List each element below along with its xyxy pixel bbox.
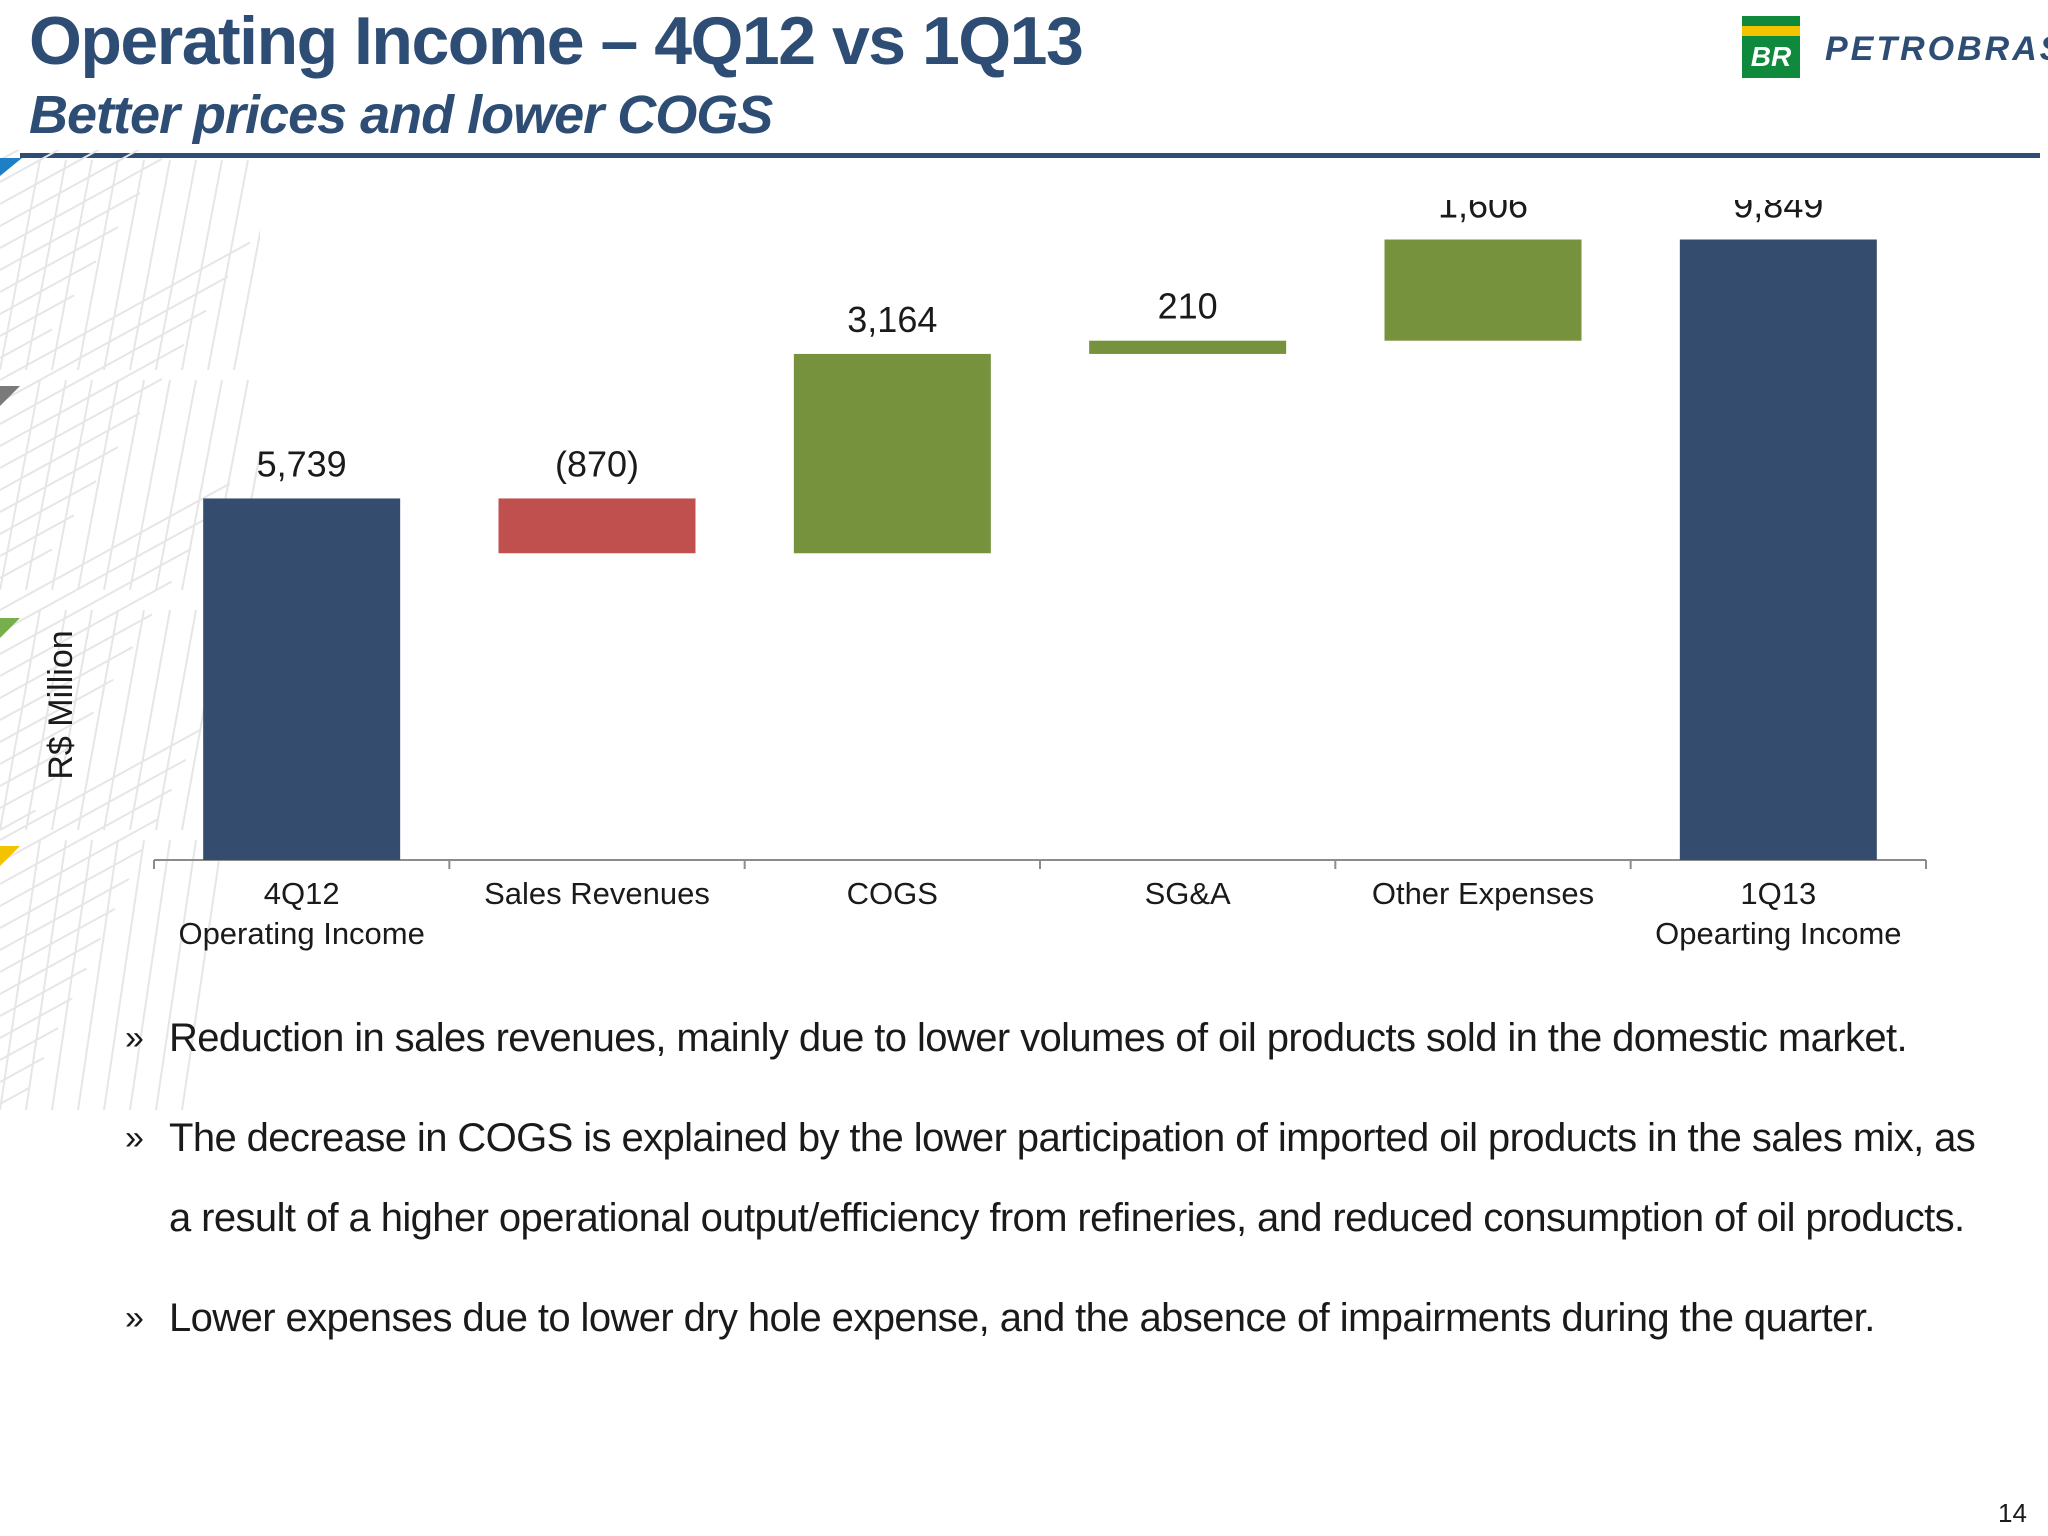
x-tick-label: Opearting Income [1655, 916, 1901, 951]
deco-triangle-blue [0, 158, 22, 176]
bar-decrease [498, 498, 696, 554]
bullet-text: The decrease in COGS is explained by the… [169, 1116, 1976, 1240]
bullet-list: » Reduction in sales revenues, mainly due… [125, 998, 1995, 1378]
data-label: (870) [555, 443, 639, 484]
bullet-item: » Reduction in sales revenues, mainly due… [125, 998, 1995, 1078]
y-axis-label: R$ Million [42, 630, 80, 779]
header-divider [20, 153, 2040, 158]
x-tick-label: Operating Income [178, 916, 424, 951]
bullet-marker: » [125, 1119, 144, 1157]
bullet-text: Lower expenses due to lower dry hole exp… [169, 1296, 1875, 1340]
x-tick-label: Other Expenses [1372, 876, 1594, 911]
bullet-item: » The decrease in COGS is explained by th… [125, 1098, 1995, 1258]
deco-triangle-green [0, 618, 20, 638]
deco-grid-lines [0, 150, 260, 1110]
bullet-text: Reduction in sales revenues, mainly due … [169, 1016, 1908, 1060]
x-tick-label: COGS [847, 876, 938, 911]
page-subtitle: Better prices and lower COGS [29, 85, 773, 145]
data-label: 210 [1158, 286, 1218, 327]
deco-triangle-yellow [0, 846, 20, 866]
bar-increase [1089, 340, 1287, 354]
data-label: 9,849 [1733, 200, 1823, 226]
bullet-marker: » [125, 1019, 144, 1057]
br-badge-icon: BR [1742, 16, 1800, 78]
bar-increase [793, 353, 991, 554]
br-badge-text: BR [1751, 41, 1792, 72]
waterfall-chart: R$ Million 5,739 4Q12 Operating Income (870… [42, 200, 1927, 951]
page-title: Operating Income – 4Q12 vs 1Q13 [29, 3, 1084, 79]
bar-total [1679, 239, 1877, 860]
x-tick-label: 1Q13 [1740, 876, 1816, 911]
petrobras-wordmark: PETROBRAS [1825, 30, 2048, 68]
page-number: 14 [1998, 1498, 2027, 1528]
background-grid-decoration [0, 150, 260, 1110]
bar-increase [1384, 239, 1582, 341]
data-label: 3,164 [847, 299, 937, 340]
bullet-item: » Lower expenses due to lower dry hole ex… [125, 1278, 1995, 1358]
bullet-marker: » [125, 1299, 144, 1337]
x-tick-label: Sales Revenues [484, 876, 710, 911]
x-tick-label: SG&A [1145, 876, 1231, 911]
deco-triangle-gray [0, 386, 20, 406]
bar-total [203, 498, 401, 860]
data-label: 5,739 [257, 443, 347, 484]
data-label: 1,606 [1438, 200, 1528, 226]
x-tick-label: 4Q12 [264, 876, 340, 911]
petrobras-logo: BR PETROBRAS [1742, 16, 2048, 78]
